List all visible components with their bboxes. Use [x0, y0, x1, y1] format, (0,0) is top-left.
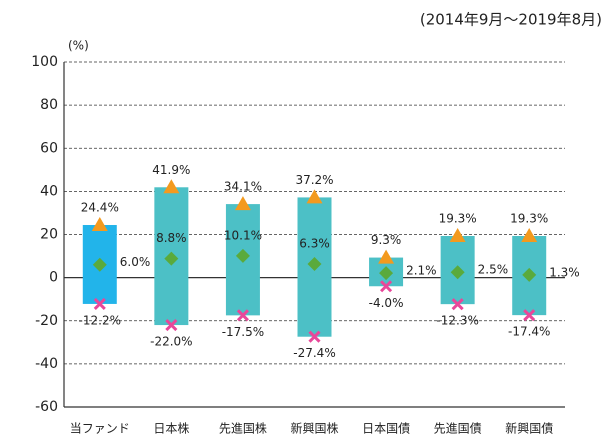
- marker-cross: [451, 298, 464, 311]
- marker-triangle: [163, 179, 180, 194]
- marker-diamond: [92, 257, 107, 272]
- data-label: 34.1%: [224, 180, 262, 194]
- data-label: -12.3%: [436, 314, 478, 328]
- data-label: 24.4%: [81, 201, 119, 215]
- y-tick-label: 0: [49, 270, 58, 286]
- data-label: 41.9%: [152, 163, 190, 177]
- marker-diamond: [235, 248, 250, 263]
- marker-cross: [308, 330, 321, 343]
- marker-diamond: [522, 267, 537, 282]
- data-label: 6.0%: [120, 255, 150, 269]
- marker-diamond: [307, 257, 322, 272]
- marker-cross: [165, 319, 178, 332]
- x-tick-label: 新興国債: [505, 421, 553, 436]
- y-tick-label: 60: [40, 140, 58, 156]
- data-label: 37.2%: [295, 173, 333, 187]
- data-label: 19.3%: [510, 212, 548, 226]
- x-tick-label: 日本国債: [362, 421, 410, 436]
- data-label: -17.5%: [222, 325, 264, 339]
- marker-cross: [380, 280, 393, 293]
- data-label: 2.5%: [478, 263, 509, 277]
- marker-triangle: [91, 217, 108, 232]
- data-label: -12.2%: [79, 313, 121, 327]
- y-unit: (%): [68, 39, 89, 53]
- data-label: 19.3%: [439, 212, 477, 226]
- data-label: 9.3%: [371, 233, 402, 247]
- y-tick-label: -40: [35, 356, 58, 372]
- marker-diamond: [379, 266, 394, 281]
- y-tick-label: -60: [35, 399, 58, 415]
- data-label: -22.0%: [150, 335, 192, 349]
- data-label: 1.3%: [549, 265, 580, 279]
- data-label: -4.0%: [369, 296, 404, 310]
- data-label: 10.1%: [224, 228, 262, 242]
- x-tick-label: 新興国株: [290, 421, 338, 436]
- marker-triangle: [521, 228, 538, 243]
- data-label: -17.4%: [508, 325, 550, 339]
- data-label: 2.1%: [406, 264, 437, 278]
- marker-cross: [523, 309, 536, 322]
- y-tick-label: 40: [40, 183, 58, 199]
- marker-triangle: [449, 228, 466, 243]
- y-tick-label: 20: [40, 227, 58, 243]
- marker-cross: [236, 309, 249, 322]
- y-tick-label: -20: [35, 313, 58, 329]
- y-tick-label: 80: [40, 97, 58, 113]
- chart-subtitle: (2014年9月～2019年8月): [420, 11, 602, 29]
- marker-diamond: [450, 265, 465, 280]
- x-tick-label: 日本株: [153, 421, 189, 436]
- data-label: 6.3%: [299, 237, 330, 251]
- marker-cross: [93, 297, 106, 310]
- marker-triangle: [306, 189, 323, 204]
- y-tick-label: 100: [31, 54, 58, 70]
- marker-triangle: [234, 196, 251, 211]
- data-label: -27.4%: [293, 346, 335, 360]
- x-tick-label: 当ファンド: [70, 422, 130, 436]
- x-tick-label: 先進国債: [434, 421, 482, 436]
- marker-diamond: [164, 251, 179, 266]
- x-tick-label: 先進国株: [219, 421, 267, 436]
- data-label: 8.8%: [156, 231, 187, 245]
- marker-triangle: [378, 249, 395, 264]
